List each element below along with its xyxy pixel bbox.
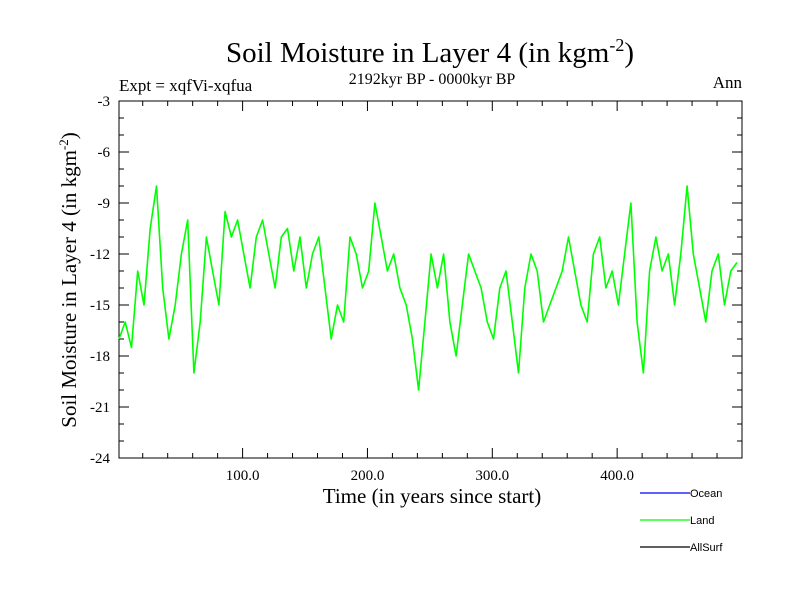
legend-label-allsurf: AllSurf: [690, 542, 723, 554]
experiment-label: Expt = xqfVi-xqfua: [119, 76, 253, 95]
season-label: Ann: [713, 73, 743, 92]
legend-label-land: Land: [690, 515, 714, 527]
y-tick-label: -18: [90, 349, 110, 365]
y-tick-label: -15: [90, 298, 110, 314]
chart-subtitle: 2192kyr BP - 0000kyr BP: [349, 71, 516, 88]
y-tick-label: -9: [98, 196, 111, 212]
axis-ticks: [119, 100, 742, 459]
x-tick-label: 100.0: [226, 468, 260, 484]
chart-title: Soil Moisture in Layer 4 (in kgm-2): [226, 35, 634, 69]
y-tick-label: -12: [90, 247, 110, 263]
y-axis-label: Soil Moisture in Layer 4 (in kgm-2): [56, 132, 81, 427]
legend: Ocean Land AllSurf: [640, 488, 723, 554]
y-tick-labels: -3 -6 -9 -12 -15 -18 -21 -24: [90, 94, 110, 467]
y-tick-label: -24: [90, 451, 110, 467]
y-tick-label: -6: [98, 145, 111, 161]
y-tick-label: -21: [90, 400, 110, 416]
x-tick-label: 300.0: [475, 468, 509, 484]
y-tick-label: -3: [98, 94, 111, 110]
x-tick-labels: 100.0 200.0 300.0 400.0: [226, 468, 634, 484]
x-tick-label: 400.0: [600, 468, 634, 484]
series-line-land: [118, 185, 738, 391]
plot-frame: [118, 100, 743, 459]
x-axis-label: Time (in years since start): [323, 484, 542, 508]
legend-label-ocean: Ocean: [690, 488, 722, 500]
x-tick-label: 200.0: [351, 468, 385, 484]
